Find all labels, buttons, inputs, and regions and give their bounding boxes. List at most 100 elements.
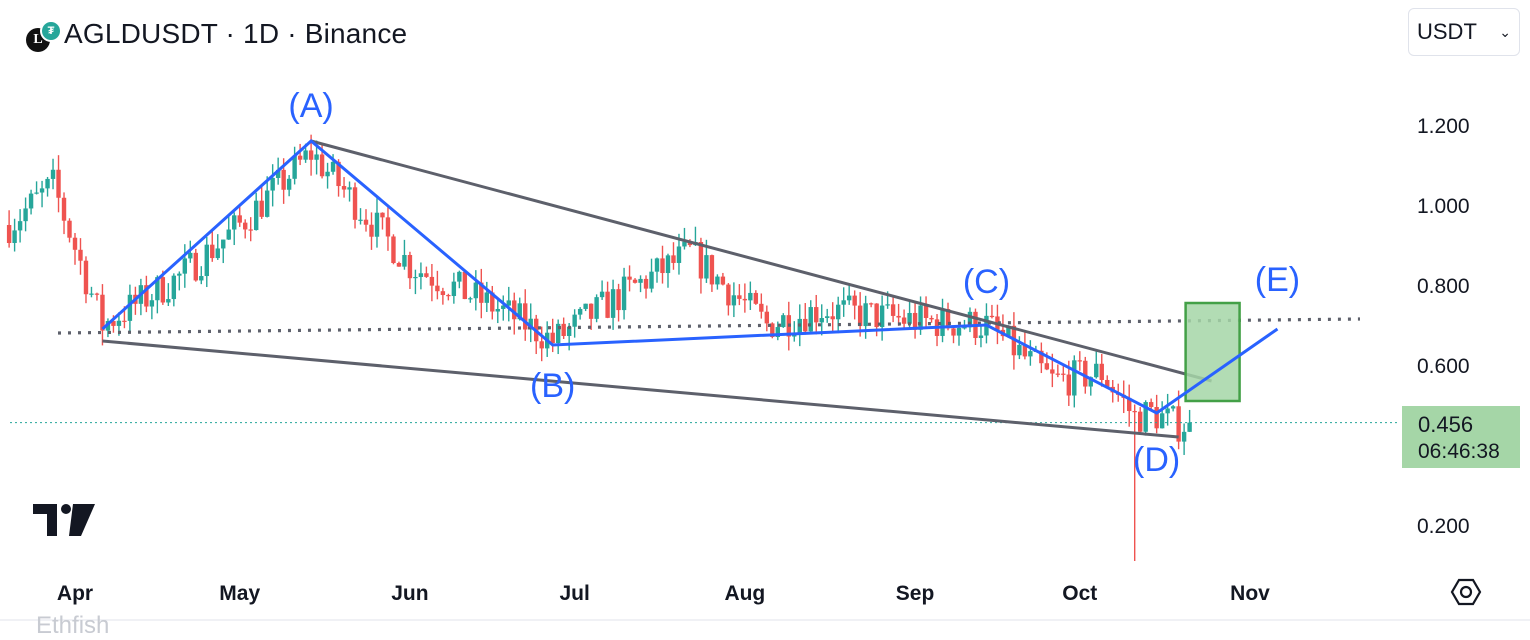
candle-body: [330, 161, 336, 172]
candle-body: [127, 294, 133, 321]
current-price-badge: 0.456 06:46:38: [1402, 406, 1520, 468]
x-tick-label: Oct: [1062, 582, 1097, 605]
candle-body: [929, 318, 934, 320]
candle-body: [171, 275, 177, 300]
candle-body: [210, 244, 215, 259]
candle-body: [199, 276, 204, 281]
currency-select[interactable]: USDT ⌄: [1408, 8, 1520, 56]
candle-body: [846, 295, 852, 301]
candle-body: [418, 273, 424, 277]
candle-body: [347, 187, 352, 190]
candle-body: [264, 190, 270, 217]
candle-body: [232, 215, 237, 230]
trendline-upper: [310, 139, 1212, 383]
candle-body: [369, 224, 374, 237]
candle-body: [479, 282, 484, 303]
candle-body: [1083, 360, 1088, 387]
candle-body: [39, 188, 45, 193]
time-axis[interactable]: Apr May Jun Jul Aug Sep Oct Nov: [57, 582, 1270, 605]
tradingview-logo-icon[interactable]: [33, 504, 95, 536]
y-tick-label: 1.000: [1417, 195, 1470, 218]
candle-body: [34, 192, 39, 194]
candle-body: [424, 273, 429, 277]
candle-body: [885, 304, 890, 306]
currency-select-value: USDT: [1417, 19, 1477, 44]
candle-body: [539, 341, 544, 349]
y-tick-label: 0.800: [1417, 275, 1470, 298]
candle-body: [413, 276, 418, 279]
candle-body: [588, 303, 594, 319]
candle-body: [319, 154, 325, 177]
candle-body: [748, 292, 753, 301]
candle-body: [451, 281, 457, 297]
candle-body: [144, 285, 149, 307]
candle-body: [1055, 373, 1061, 375]
candle-body: [358, 219, 363, 221]
x-tick-label: Jul: [559, 582, 589, 605]
watermark-text: Ethfish: [36, 612, 110, 639]
candle-body: [572, 314, 577, 327]
candle-body: [352, 187, 358, 220]
candle-body: [753, 292, 759, 304]
candle-body: [440, 291, 446, 296]
candle-body: [56, 169, 61, 198]
candle-body: [155, 277, 160, 301]
chart-header: L ₮ AGLDUSDT · 1D · Binance: [26, 12, 407, 56]
candle-body: [742, 298, 748, 301]
candle-body: [188, 252, 193, 259]
candle-body: [1088, 377, 1093, 387]
current-price: 0.456: [1418, 412, 1474, 437]
candle-body: [297, 155, 303, 160]
candle-body: [1143, 402, 1148, 432]
candle-body: [517, 303, 522, 320]
candle-body: [446, 295, 451, 297]
candle-body: [221, 239, 226, 249]
candle-body: [1159, 413, 1165, 429]
candle-body: [1006, 325, 1011, 337]
candle-body: [907, 312, 912, 324]
candle-body: [726, 284, 731, 306]
candle-body: [660, 258, 665, 274]
candle-body: [45, 178, 50, 189]
wave-label: (C): [963, 263, 1010, 301]
candle-body: [391, 236, 396, 264]
candle-body: [901, 317, 907, 324]
candle-body: [890, 304, 896, 316]
candle-body: [583, 303, 588, 309]
candle-body: [912, 312, 918, 330]
candle-body: [1165, 408, 1170, 414]
candle-body: [616, 289, 621, 311]
candle-body: [561, 323, 566, 336]
candle-body: [632, 279, 638, 283]
candle-body: [1028, 351, 1033, 357]
candle-body: [457, 271, 462, 282]
candle-body: [989, 315, 995, 318]
candle-body: [528, 318, 533, 330]
candle-body: [122, 320, 127, 322]
candle-body: [462, 271, 468, 300]
candle-body: [28, 193, 34, 209]
candle-body: [61, 197, 67, 221]
candle-body: [649, 271, 654, 289]
candle-body: [951, 328, 956, 336]
candle-body: [303, 150, 308, 160]
candle-body: [23, 208, 28, 222]
trendline-lower: [102, 339, 1179, 439]
candle-body: [1044, 363, 1050, 370]
symbol-title[interactable]: AGLDUSDT · 1D · Binance: [64, 18, 408, 49]
candle-body: [429, 276, 435, 286]
candle-body: [402, 254, 407, 267]
candle-body: [275, 169, 281, 178]
target-box: [1184, 301, 1241, 403]
candle-body: [868, 303, 874, 305]
candle-body: [160, 277, 166, 303]
price-axis[interactable]: 1.200 1.000 0.800 0.600 0.200: [1417, 115, 1470, 538]
candle-body: [1127, 397, 1132, 412]
candle-body: [775, 327, 781, 338]
candle-body: [1039, 350, 1044, 364]
candle-body: [435, 285, 440, 292]
candle-body: [814, 307, 819, 323]
settings-icon[interactable]: [1450, 576, 1482, 608]
candle-body: [6, 225, 12, 243]
